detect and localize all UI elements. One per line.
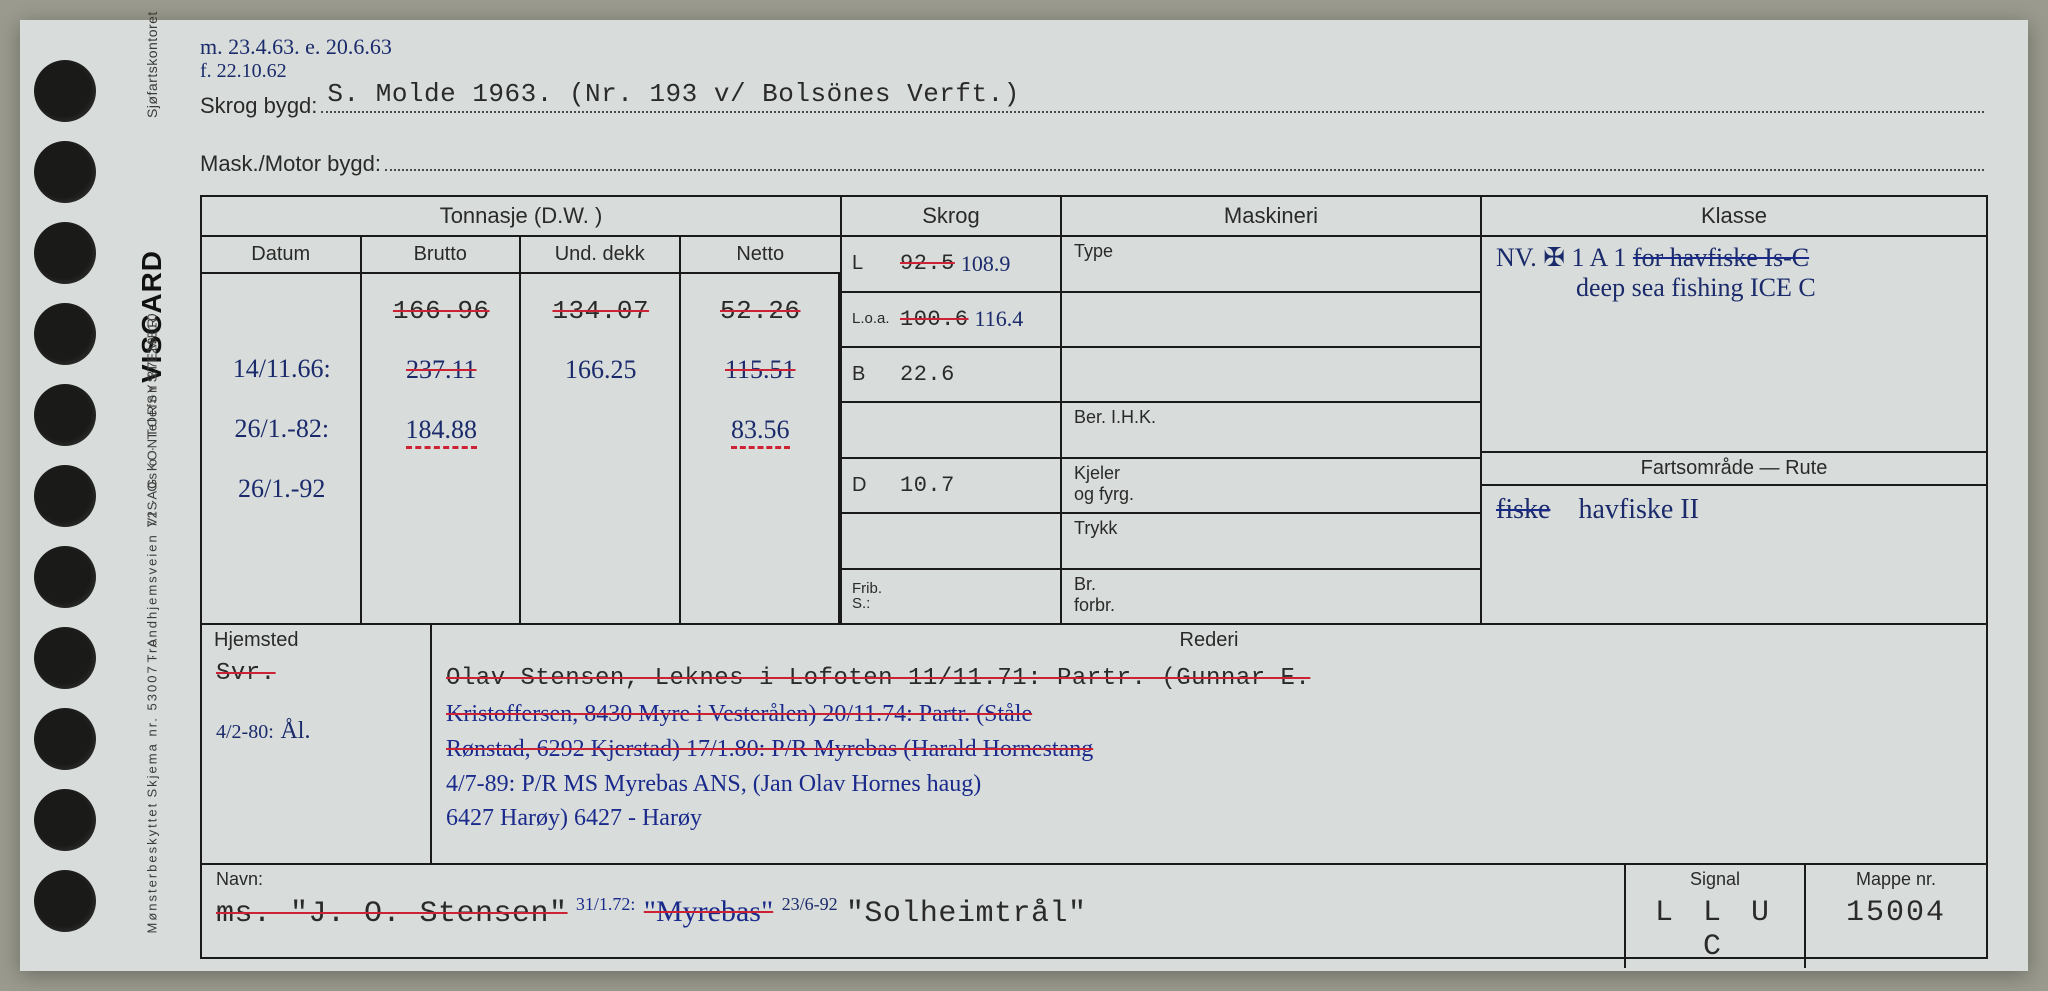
klasse-line1-strike: for havfiske Is-C: [1633, 243, 1809, 272]
maskineri-col: Maskineri Type Ber. I.H.K. Kjeler og fyr…: [1062, 197, 1482, 623]
tonnage-header: Tonnasje (D.W. ): [202, 197, 840, 237]
side-sub4: Mønsterbeskyttet: [145, 873, 160, 933]
r3-datum: 26/1.-92: [202, 472, 362, 506]
mappe-cell: Mappe nr. 15004: [1806, 865, 1986, 968]
navn-label: Navn:: [216, 869, 1610, 890]
skrog-bygd-row: Skrog bygd: S. Molde 1963. (Nr. 193 v/ B…: [200, 84, 1988, 119]
hjemsted-new: Ål.: [280, 718, 310, 744]
hjemsted-old: Svr.: [216, 660, 276, 687]
top-handwritten-notes: m. 23.4.63. e. 20.6.63 f. 22.10.62: [200, 34, 392, 83]
rederi-l1: Olav Stensen, Leknes i Lofoten 11/11.71:…: [446, 665, 1310, 692]
rederi-col: Rederi Olav Stensen, Leknes i Lofoten 11…: [432, 625, 1986, 863]
skrog-D-lbl: D: [852, 474, 894, 497]
lower-block: Hjemsted Svr. 4/2-80: Ål. Rederi Olav St…: [200, 625, 1988, 865]
skrog-L-old: 92.5: [900, 251, 955, 276]
rute-strike: fiske: [1496, 494, 1550, 525]
col-und-dekk: Und. dekk: [521, 237, 681, 272]
r2-datum: 26/1.-82:: [202, 412, 362, 447]
side-print: Sjøfartskontoret VISCARD VISAG KONTORSYS…: [122, 20, 182, 971]
main-table: Tonnasje (D.W. ) Datum Brutto Und. dekk …: [200, 195, 1988, 625]
r2-brutto: 184.88: [406, 415, 478, 449]
rederi-label: Rederi: [432, 625, 1986, 656]
mask-kjeler: Kjeler og fyrg.: [1062, 459, 1480, 514]
card-content: m. 23.4.63. e. 20.6.63 f. 22.10.62 Skrog…: [200, 40, 1988, 951]
mask-bygd-label: Mask./Motor bygd:: [200, 151, 381, 177]
mask-ihk: Ber. I.H.K.: [1062, 403, 1480, 458]
mappe-label: Mappe nr.: [1820, 869, 1972, 890]
r2-und: [521, 412, 681, 447]
mappe-value: 15004: [1820, 896, 1972, 930]
navn-d1: 31/1.72:: [576, 894, 636, 914]
rederi-l4: 4/7-89: P/R MS Myrebas ANS, (Jan Olav Ho…: [446, 771, 981, 797]
r2-netto: 83.56: [731, 415, 790, 449]
skrog-Loa-old: 100.6: [900, 307, 969, 332]
rederi-l5: 6427 Harøy) 6427 - Harøy: [446, 805, 702, 831]
side-sub3: Skjema nr. 53007 · A: [145, 738, 160, 798]
signal-cell: Signal L L U C: [1626, 865, 1806, 968]
rederi-l2: Kristoffersen, 8430 Myre i Vesterålen) 2…: [446, 701, 1032, 727]
r0-netto: 52.26: [720, 296, 801, 326]
navn-1: ms. "J. O. Stensen": [216, 897, 568, 931]
rute-val: havfiske II: [1578, 494, 1699, 525]
mask-bygd-row: Mask./Motor bygd:: [200, 143, 1988, 178]
tonnage-body: 166.96 134.07 52.26 14/11.66: 237.11 166…: [202, 274, 840, 623]
skrog-Loa-new: 116.4: [975, 306, 1024, 332]
skrog-L-lbl: L: [852, 252, 894, 275]
skrog-frib-lbl: Frib. S.:: [852, 581, 894, 613]
klasse-col: Klasse NV. ✠ 1 A 1 for havfiske Is-C dee…: [1482, 197, 1986, 623]
klasse-top: NV. ✠ 1 A 1 for havfiske Is-C deep sea f…: [1482, 237, 1986, 453]
skrog-Loa-lbl: L.o.a.: [852, 311, 894, 327]
navn-cell: Navn: ms. "J. O. Stensen" 31/1.72: "Myre…: [202, 865, 1626, 968]
hjemsted-col: Hjemsted Svr. 4/2-80: Ål.: [202, 625, 432, 863]
klasse-line1-head: NV. ✠ 1 A 1: [1496, 243, 1633, 272]
skrog-L-new: 108.9: [961, 251, 1011, 277]
rute-body: fiske havfiske II: [1482, 486, 1986, 623]
tonnage-col: Tonnasje (D.W. ) Datum Brutto Und. dekk …: [202, 197, 842, 623]
maskineri-header: Maskineri: [1062, 197, 1480, 237]
col-netto: Netto: [681, 237, 841, 272]
bottom-strip: Navn: ms. "J. O. Stensen" 31/1.72: "Myre…: [200, 865, 1988, 959]
index-card: Sjøfartskontoret VISCARD VISAG KONTORSYS…: [20, 20, 2028, 971]
r0-brutto: 166.96: [393, 296, 490, 326]
mask-trykk: Trykk: [1062, 514, 1480, 569]
skrog-B-lbl: B: [852, 363, 894, 386]
hjemsted-date: 4/2-80:: [216, 721, 274, 743]
rute-label: Fartsområde — Rute: [1482, 453, 1986, 486]
navn-value: ms. "J. O. Stensen" 31/1.72: "Myrebas" 2…: [216, 894, 1610, 931]
mask-br: Br. forbr.: [1062, 570, 1480, 623]
navn-3: "Solheimtrål": [846, 897, 1087, 931]
skrog-D-val: 10.7: [900, 473, 955, 498]
r0-und: 134.07: [552, 296, 649, 326]
r1-und: 166.25: [565, 355, 637, 384]
binder-holes: [20, 20, 120, 971]
signal-value: L L U C: [1640, 896, 1790, 964]
rederi-l3: Rønstad, 6292 Kjerstad) 17/1.80: P/R Myr…: [446, 736, 1093, 762]
r1-brutto: 237.11: [406, 355, 477, 384]
skrog-col: Skrog L 92.5 108.9 L.o.a. 100.6 116.4 B …: [842, 197, 1062, 623]
col-brutto: Brutto: [362, 237, 522, 272]
skrog-header: Skrog: [842, 197, 1060, 237]
signal-label: Signal: [1640, 869, 1790, 890]
r1-datum: 14/11.66:: [202, 352, 362, 387]
side-top-label: Sjøfartskontoret: [144, 58, 160, 118]
top-note-1: m. 23.4.63. e. 20.6.63: [200, 34, 392, 60]
r1-netto: 115.51: [725, 355, 796, 384]
navn-d2: 23/6-92: [782, 894, 838, 914]
skrog-bygd-value: S. Molde 1963. (Nr. 193 v/ Bolsönes Verf…: [327, 79, 1019, 109]
skrog-bygd-label: Skrog bygd:: [200, 93, 317, 119]
skrog-B-val: 22.6: [900, 362, 955, 387]
navn-2: "Myrebas": [644, 895, 773, 928]
hjemsted-label: Hjemsted: [202, 625, 430, 656]
mask-type: Type: [1062, 237, 1480, 292]
klasse-line2: deep sea fishing ICE C: [1576, 273, 1816, 302]
rederi-body: Olav Stensen, Leknes i Lofoten 11/11.71:…: [432, 656, 1986, 840]
klasse-header: Klasse: [1482, 197, 1986, 237]
col-datum: Datum: [202, 237, 362, 272]
r0-datum: [202, 292, 362, 328]
